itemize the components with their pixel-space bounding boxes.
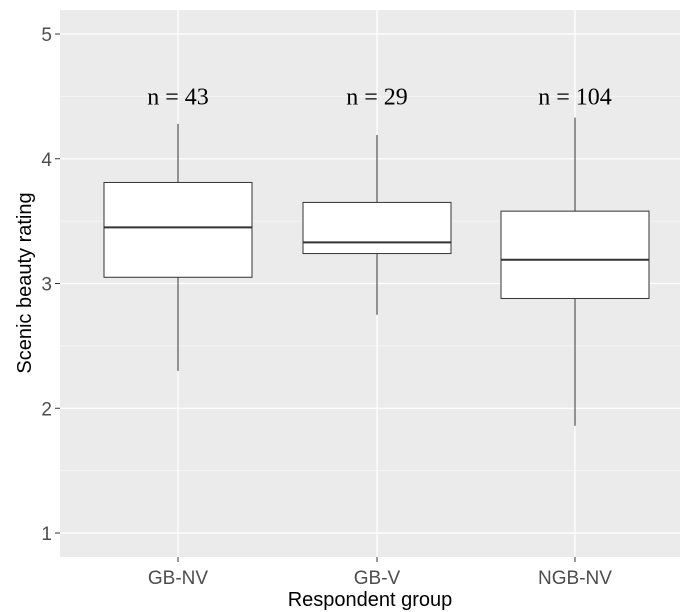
y-tick-label: 1: [41, 524, 52, 545]
n-label: n = 43: [147, 84, 209, 110]
box-gb-v: [302, 135, 452, 315]
boxes: [103, 117, 650, 426]
n-label: n = 29: [346, 84, 408, 110]
x-axis: GB-NV GB-V NGB-NV: [148, 557, 612, 589]
x-tick-label: NGB-NV: [538, 568, 612, 589]
y-tick-label: 2: [41, 399, 52, 420]
sample-size-labels: n = 43 n = 29 n = 104: [147, 84, 612, 110]
y-axis-title: Scenic beauty rating: [14, 192, 36, 373]
iqr-box: [500, 210, 650, 299]
y-tick-label: 3: [41, 275, 52, 296]
box-ngb-nv: [500, 117, 650, 426]
y-axis: 1 2 3 4 5: [41, 25, 60, 545]
iqr-box: [103, 181, 253, 278]
y-tick-label: 4: [41, 150, 52, 171]
iqr-box: [302, 201, 452, 255]
x-axis-title: Respondent group: [288, 589, 453, 611]
x-tick-label: GB-V: [354, 568, 401, 589]
x-tick-label: GB-NV: [148, 568, 209, 589]
n-label: n = 104: [538, 84, 612, 110]
y-tick-label: 5: [41, 25, 52, 46]
box-gb-nv: [103, 123, 253, 371]
